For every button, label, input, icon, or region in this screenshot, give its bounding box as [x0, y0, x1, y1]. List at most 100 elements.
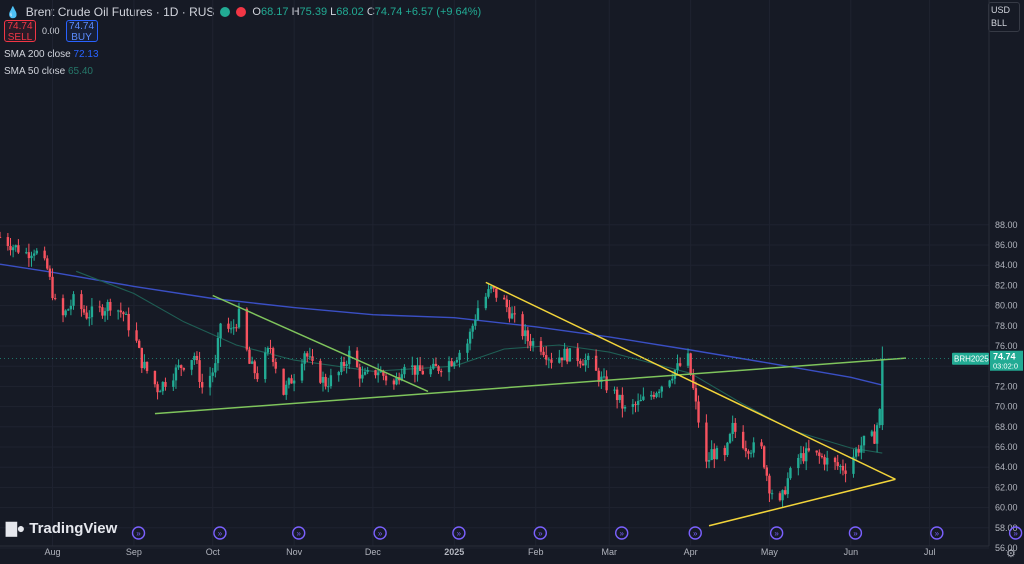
candle-body: [660, 386, 663, 392]
candle-body: [400, 374, 403, 381]
candle-body: [852, 456, 855, 474]
candle-body: [731, 422, 734, 435]
candle-body: [25, 252, 28, 254]
candle-body: [558, 357, 561, 363]
candle-body: [770, 493, 774, 495]
candle-body: [581, 363, 585, 366]
candle-body: [862, 435, 866, 446]
sma200-legend[interactable]: SMA 200 close 72.13: [4, 49, 99, 60]
candle-body: [726, 442, 729, 456]
candle-body: [778, 493, 782, 501]
event-marker-icon: [533, 526, 548, 540]
candle-body: [382, 371, 385, 376]
candle-body: [741, 431, 745, 449]
candle-body: [245, 308, 249, 350]
candle-body: [844, 470, 847, 474]
trade-panel: 74.74 SELL 0.00 74.74 BUY: [4, 20, 98, 43]
candle-body: [531, 341, 535, 346]
candle-body: [195, 355, 199, 361]
candle-body: [198, 360, 201, 383]
status-green-icon[interactable]: [220, 7, 231, 17]
candle-body: [529, 341, 532, 346]
event-marker-icon: [292, 526, 306, 540]
symbol-title[interactable]: Brent Crude Oil Futures · 1D · RUS: [25, 5, 215, 19]
candle-body: [471, 325, 474, 332]
candle-body: [526, 330, 530, 342]
candle-body: [600, 376, 603, 382]
candle-body: [797, 457, 800, 469]
candle-body: [264, 352, 267, 380]
event-marker-icon: [930, 526, 944, 540]
status-red-icon[interactable]: [236, 7, 247, 17]
candle-body: [597, 370, 600, 382]
event-marker-icon: [848, 526, 863, 540]
y-tick-label: 60.00: [995, 503, 1018, 513]
candle-body: [182, 368, 186, 370]
event-marker-icon: [1008, 526, 1023, 540]
candle-body: [881, 358, 884, 426]
candle-body: [505, 299, 509, 308]
candle-body: [723, 448, 726, 456]
candle-body: [689, 353, 692, 375]
sma50-legend[interactable]: SMA 50 close 65.40: [4, 66, 93, 77]
event-arrow: »: [457, 529, 462, 538]
candle-body: [560, 357, 564, 361]
trendline-green: [212, 294, 429, 393]
candle-body: [88, 317, 91, 319]
candle-body: [250, 361, 254, 364]
candle-body: [747, 451, 750, 454]
event-arrow: »: [853, 529, 858, 538]
candle-body: [484, 296, 488, 309]
tradingview-logo: ▇● TradingView: [6, 520, 118, 537]
candle-body: [216, 338, 220, 364]
settings-gear-icon: ⚙: [1006, 548, 1016, 560]
y-tick-label: 72.00: [995, 381, 1018, 391]
candle-body: [174, 367, 178, 381]
candle-body: [437, 366, 440, 371]
candle-body: [602, 376, 606, 378]
candle-body: [752, 442, 755, 453]
candle-body: [521, 314, 524, 337]
buy-button[interactable]: 74.74 BUY: [65, 20, 98, 43]
candle-body: [290, 378, 293, 384]
candle-body: [119, 310, 122, 313]
trendline-yellow: [485, 281, 896, 480]
event-marker-icon: [688, 526, 702, 540]
candle-body: [789, 468, 792, 479]
candle-body: [857, 449, 860, 453]
candle-body: [605, 376, 608, 391]
candle-body: [32, 253, 36, 256]
trendline-green: [154, 357, 907, 415]
candle-body: [474, 319, 477, 326]
candle-body: [327, 386, 330, 388]
candle-body: [106, 301, 109, 312]
candle-body: [860, 445, 863, 453]
candle-body: [101, 307, 104, 316]
x-tick-label: Aug: [45, 547, 61, 557]
candle-body: [337, 372, 340, 376]
drop-icon: 💧: [6, 6, 20, 19]
candle-body: [103, 311, 107, 316]
trendline-yellow: [708, 478, 896, 527]
candle-body: [266, 347, 270, 353]
x-tick-label: Jul: [924, 547, 936, 557]
candle-body: [366, 370, 369, 372]
event-arrow: »: [136, 529, 141, 538]
candle-body: [177, 365, 180, 368]
candle-body: [833, 457, 837, 463]
candle-body: [823, 457, 826, 465]
candle-body: [636, 401, 640, 405]
candle-body: [376, 372, 380, 376]
candle-body: [403, 366, 406, 375]
candle-body: [676, 363, 679, 371]
candle-body: [27, 252, 31, 259]
candle-body: [69, 305, 73, 310]
candle-body: [587, 355, 590, 360]
sell-button[interactable]: 74.74 SELL: [4, 20, 36, 43]
candle-body: [361, 374, 364, 379]
candle-body: [539, 341, 543, 352]
candle-body: [615, 389, 619, 401]
candle-body: [418, 365, 422, 371]
candle-body: [127, 313, 130, 331]
